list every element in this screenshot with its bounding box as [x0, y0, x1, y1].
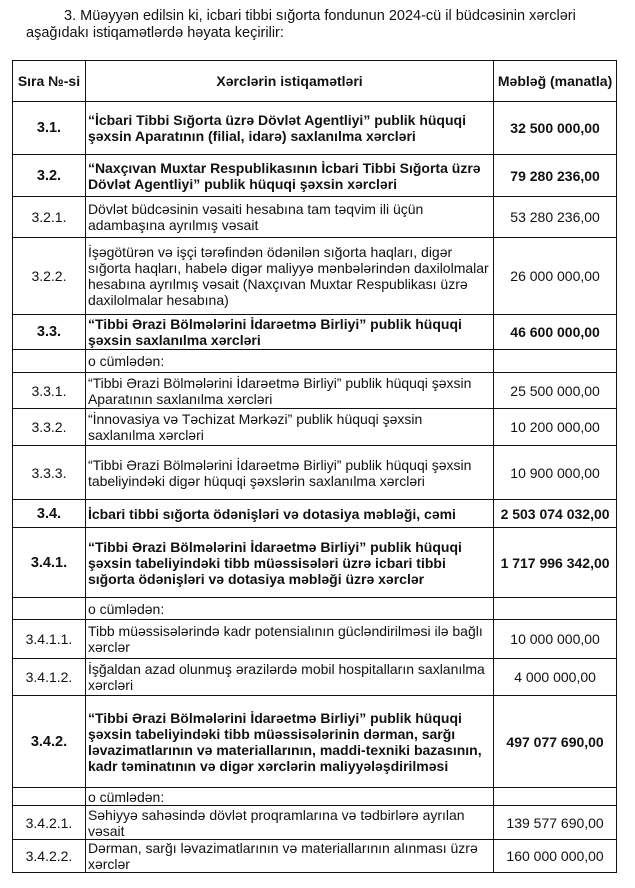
row-number: 3.3.2.: [12, 408, 86, 446]
row-number: [12, 349, 86, 373]
row-number: 3.4.2.2.: [12, 839, 86, 873]
header-amount: Məbləğ (manatla): [493, 60, 617, 102]
row-amount: 10 900 000,00: [493, 445, 617, 500]
row-amount: [493, 349, 617, 373]
row-description: o cümlədən:: [84, 787, 495, 806]
row-description: Dərman, sarğı ləvazimatlarının və materi…: [84, 839, 495, 873]
row-amount: 497 077 690,00: [493, 695, 617, 788]
row-description: İşəgötürən və işçi tərəfindən ödənilən s…: [84, 237, 495, 315]
row-description: Dövlət büdcəsinin vəsaiti hesabına tam t…: [84, 196, 495, 238]
intro-paragraph: 3. Müəyyən edilsin ki, icbari tibbi sığo…: [26, 8, 616, 42]
row-amount: 25 500 000,00: [493, 372, 617, 409]
table-row: 3.4.2. “Tibbi Ərazi Bölmələrini İdarəetmə…: [12, 695, 617, 788]
row-number: 3.4.1.2.: [12, 658, 86, 696]
row-number: [12, 787, 86, 806]
table-row: 3.4.1.2. İşğaldan azad olunmuş ərazilərdə…: [12, 658, 617, 696]
row-amount: 139 577 690,00: [493, 805, 617, 840]
table-row: 3.4.2.2. Dərman, sarğı ləvazimatlarının v…: [12, 839, 617, 873]
row-amount: 79 280 236,00: [493, 154, 617, 197]
table-row: 3.3.2. “İnnovasiya və Təchizat Mərkəzi” p…: [12, 408, 617, 446]
row-description: o cümlədən:: [84, 597, 495, 620]
row-amount: 32 500 000,00: [493, 101, 617, 155]
row-description: “Tibbi Ərazi Bölmələrini İdarəetmə Birli…: [84, 527, 495, 598]
table-row: 3.2.2. İşəgötürən və işçi tərəfindən ödən…: [12, 237, 617, 315]
row-number: 3.4.2.1.: [12, 805, 86, 840]
table-row: 3.2.1. Dövlət büdcəsinin vəsaiti hesabına…: [12, 196, 617, 238]
row-description: “İnnovasiya və Təchizat Mərkəzi” publik …: [84, 408, 495, 446]
row-number: 3.1.: [12, 101, 86, 155]
table-row: o cümlədən:: [12, 597, 617, 620]
row-description: İşğaldan azad olunmuş ərazilərdə mobil h…: [84, 658, 495, 696]
row-number: 3.4.1.: [12, 527, 86, 598]
row-number: 3.2.2.: [12, 237, 86, 315]
row-amount: 2 503 074 032,00: [493, 499, 617, 528]
table-header-row: Sıra №-si Xərclərin istiqamətləri Məbləğ…: [12, 60, 617, 102]
row-description: “Tibbi Ərazi Bölmələrini İdarəetmə Birli…: [84, 445, 495, 500]
row-description: “İcbari Tibbi Sığorta üzrə Dövlət Agentl…: [84, 101, 495, 155]
row-number: 3.2.1.: [12, 196, 86, 238]
header-desc: Xərclərin istiqamətləri: [84, 60, 495, 102]
table-row: 3.3. “Tibbi Ərazi Bölmələrini İdarəetmə B…: [12, 314, 617, 350]
row-description: Tibb müəssisələrində kadr potensialının …: [84, 619, 495, 659]
row-number: 3.2.: [12, 154, 86, 197]
row-amount: [493, 787, 617, 806]
intro-text: 3. Müəyyən edilsin ki, icbari tibbi sığo…: [26, 8, 576, 41]
row-description: “Naxçıvan Muxtar Respublikasının İcbari …: [84, 154, 495, 197]
row-number: [12, 597, 86, 620]
table-row: o cümlədən:: [12, 787, 617, 806]
row-description: “Tibbi Ərazi Bölmələrini İdarəetmə Birli…: [84, 695, 495, 788]
table-row: 3.4.1.1. Tibb müəssisələrində kadr potens…: [12, 619, 617, 659]
row-number: 3.3.3.: [12, 445, 86, 500]
row-description: o cümlədən:: [84, 349, 495, 373]
table-row: o cümlədən:: [12, 349, 617, 373]
expenses-table: Sıra №-si Xərclərin istiqamətləri Məbləğ…: [12, 60, 617, 873]
table-row: 3.3.3. “Tibbi Ərazi Bölmələrini İdarəetmə…: [12, 445, 617, 500]
row-amount: 160 000 000,00: [493, 839, 617, 873]
table-row: 3.2. “Naxçıvan Muxtar Respublikasının İcb…: [12, 154, 617, 197]
row-amount: [493, 597, 617, 620]
table-row: 3.4.2.1. Səhiyyə sahəsində dövlət proqram…: [12, 805, 617, 840]
table-row: 3.4. İcbari tibbi sığorta ödənişləri və d…: [12, 499, 617, 528]
table-row: 3.4.1. “Tibbi Ərazi Bölmələrini İdarəetmə…: [12, 527, 617, 598]
row-description: “Tibbi Ərazi Bölmələrini İdarəetmə Birli…: [84, 314, 495, 350]
row-description: “Tibbi Ərazi Bölmələrini İdarəetmə Birli…: [84, 372, 495, 409]
table-row: 3.1. “İcbari Tibbi Sığorta üzrə Dövlət Ag…: [12, 101, 617, 155]
row-number: 3.4.1.1.: [12, 619, 86, 659]
table-row: 3.3.1. “Tibbi Ərazi Bölmələrini İdarəetmə…: [12, 372, 617, 409]
row-number: 3.4.: [12, 499, 86, 528]
header-num: Sıra №-si: [12, 60, 86, 102]
row-description: Səhiyyə sahəsində dövlət proqramlarına v…: [84, 805, 495, 840]
row-number: 3.4.2.: [12, 695, 86, 788]
row-amount: 4 000 000,00: [493, 658, 617, 696]
row-description: İcbari tibbi sığorta ödənişləri və dotas…: [84, 499, 495, 528]
row-amount: 26 000 000,00: [493, 237, 617, 315]
row-amount: 46 600 000,00: [493, 314, 617, 350]
row-amount: 53 280 236,00: [493, 196, 617, 238]
row-number: 3.3.1.: [12, 372, 86, 409]
row-amount: 1 717 996 342,00: [493, 527, 617, 598]
row-amount: 10 000 000,00: [493, 619, 617, 659]
row-number: 3.3.: [12, 314, 86, 350]
row-amount: 10 200 000,00: [493, 408, 617, 446]
